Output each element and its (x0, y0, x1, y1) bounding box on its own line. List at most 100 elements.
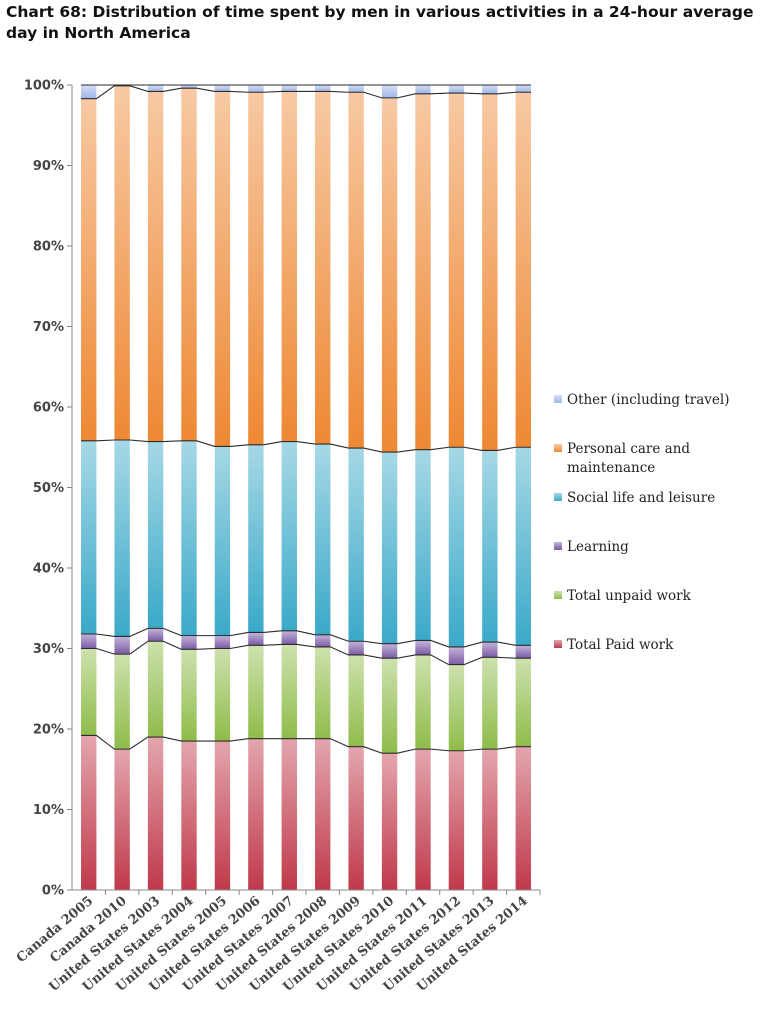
bar-total-paid-work-united-states-2010 (381, 753, 398, 890)
bar-other-including-travel-united-states-2005 (214, 85, 231, 92)
chart-title: Chart 68: Distribution of time spent by … (6, 3, 754, 42)
legend-label-learning: Learning (567, 539, 629, 555)
connector-line-social-life-and-leisure (81, 439, 531, 453)
bar-other-including-travel-united-states-2012 (448, 85, 465, 94)
legend-label-social-life-and-leisure: Social life and leisure (567, 490, 715, 506)
bar-total-paid-work-united-states-2004 (181, 741, 197, 890)
bar-total-unpaid-work-united-states-2013 (482, 657, 498, 750)
bar-social-life-and-leisure-canada-2010 (114, 440, 130, 637)
bar-other-including-travel-united-states-2008 (315, 85, 331, 92)
connector-lines (81, 84, 531, 754)
y-tick-label: 80% (33, 240, 64, 255)
bar-total-unpaid-work-united-states-2006 (248, 645, 264, 739)
bar-personal-care-and-maintenance-united-states-2008 (315, 91, 331, 445)
bar-total-unpaid-work-united-states-2011 (415, 654, 431, 750)
bar-learning-united-states-2012 (448, 646, 465, 665)
bars-layer (81, 85, 531, 891)
bar-total-unpaid-work-united-states-2008 (315, 646, 331, 739)
bar-learning-united-states-2005 (214, 635, 231, 649)
bar-learning-united-states-2014 (515, 645, 531, 659)
bar-personal-care-and-maintenance-united-states-2010 (381, 97, 398, 453)
bar-social-life-and-leisure-united-states-2004 (181, 440, 197, 636)
bar-personal-care-and-maintenance-united-states-2013 (482, 93, 498, 451)
bar-total-unpaid-work-canada-2010 (114, 654, 130, 750)
bar-learning-canada-2010 (114, 636, 130, 655)
legend-swatch-other-including-travel (554, 395, 562, 403)
legend-label-total-paid-work: Total Paid work (567, 637, 674, 653)
legend-label-personal-care-and-maintenance: Personal care and maintenance (567, 441, 690, 476)
bar-learning-united-states-2011 (415, 640, 431, 655)
y-tick-label: 20% (33, 723, 64, 738)
bar-total-unpaid-work-united-states-2004 (181, 649, 197, 742)
bar-total-paid-work-united-states-2005 (214, 741, 231, 890)
y-tick-label: 90% (33, 159, 64, 174)
axes (71, 85, 540, 891)
bar-other-including-travel-united-states-2011 (415, 85, 431, 94)
bar-social-life-and-leisure-united-states-2009 (348, 448, 364, 642)
bar-total-paid-work-united-states-2003 (147, 737, 164, 890)
bar-other-including-travel-canada-2005 (81, 85, 97, 99)
y-tick-label: 100% (24, 79, 64, 94)
bar-other-including-travel-united-states-2014 (515, 85, 531, 93)
bar-learning-united-states-2010 (381, 643, 398, 659)
bar-social-life-and-leisure-united-states-2011 (415, 449, 431, 641)
bar-personal-care-and-maintenance-united-states-2006 (248, 92, 264, 445)
bar-other-including-travel-united-states-2013 (482, 85, 498, 94)
bar-total-paid-work-united-states-2006 (248, 738, 264, 890)
bar-total-unpaid-work-united-states-2003 (147, 641, 164, 738)
legend: Other (including travel) Personal care an… (554, 392, 730, 653)
bar-total-paid-work-canada-2005 (81, 735, 97, 890)
y-tick-label: 60% (33, 401, 64, 416)
y-tick-label: 0% (42, 884, 64, 899)
bar-learning-united-states-2004 (181, 635, 197, 650)
bar-total-paid-work-united-states-2013 (482, 749, 498, 891)
y-axis-ticks: 0% 10% 20% 30% 40% 50% 60% 70% 80% 90% 100% (24, 79, 72, 899)
y-tick-label: 70% (33, 320, 64, 335)
bar-personal-care-and-maintenance-canada-2005 (81, 98, 97, 441)
bar-total-unpaid-work-united-states-2007 (281, 644, 297, 739)
bar-total-unpaid-work-united-states-2012 (448, 664, 465, 751)
y-tick-label: 30% (33, 642, 64, 657)
bar-total-unpaid-work-canada-2005 (81, 648, 97, 736)
bar-other-including-travel-united-states-2004 (181, 85, 197, 89)
bar-total-paid-work-united-states-2008 (315, 738, 331, 890)
bar-personal-care-and-maintenance-united-states-2009 (348, 92, 364, 449)
legend-swatch-personal-care-and-maintenance (554, 444, 562, 452)
legend-label-other-including-travel: Other (including travel) (567, 392, 730, 408)
bar-total-paid-work-canada-2010 (114, 749, 130, 891)
bar-personal-care-and-maintenance-united-states-2004 (181, 88, 197, 441)
bar-social-life-and-leisure-united-states-2008 (315, 444, 331, 635)
bar-personal-care-and-maintenance-united-states-2014 (515, 92, 531, 448)
bar-personal-care-and-maintenance-canada-2010 (114, 85, 130, 441)
bar-learning-united-states-2006 (248, 632, 264, 646)
y-tick-label: 50% (33, 481, 64, 496)
y-tick-label: 40% (33, 562, 64, 577)
bar-total-unpaid-work-united-states-2010 (381, 658, 398, 754)
bar-total-unpaid-work-united-states-2009 (348, 654, 364, 747)
bar-other-including-travel-united-states-2007 (281, 85, 297, 92)
bar-personal-care-and-maintenance-united-states-2005 (214, 91, 231, 447)
legend-swatch-social-life-and-leisure (554, 493, 562, 501)
bar-total-paid-work-united-states-2014 (515, 746, 531, 890)
bar-learning-united-states-2007 (281, 630, 297, 645)
bar-other-including-travel-united-states-2006 (248, 85, 264, 93)
bar-social-life-and-leisure-canada-2005 (81, 440, 97, 635)
bar-total-paid-work-united-states-2012 (448, 750, 465, 890)
bar-total-unpaid-work-united-states-2005 (214, 648, 231, 742)
bar-personal-care-and-maintenance-united-states-2011 (415, 93, 431, 450)
connector-line-learning (81, 627, 531, 648)
bar-learning-united-states-2008 (315, 634, 331, 647)
bar-other-including-travel-united-states-2010 (381, 85, 398, 98)
bar-total-paid-work-united-states-2009 (348, 746, 364, 890)
bar-learning-united-states-2009 (348, 641, 364, 655)
bar-social-life-and-leisure-united-states-2010 (381, 452, 398, 644)
bar-personal-care-and-maintenance-united-states-2012 (448, 93, 465, 448)
bar-social-life-and-leisure-united-states-2005 (214, 446, 231, 636)
legend-swatch-total-paid-work (554, 640, 562, 648)
bar-total-paid-work-united-states-2007 (281, 738, 297, 890)
connector-line-total-unpaid-work (81, 640, 531, 666)
bar-other-including-travel-united-states-2003 (147, 85, 164, 92)
bar-personal-care-and-maintenance-united-states-2007 (281, 91, 297, 442)
bar-total-paid-work-united-states-2011 (415, 749, 431, 891)
